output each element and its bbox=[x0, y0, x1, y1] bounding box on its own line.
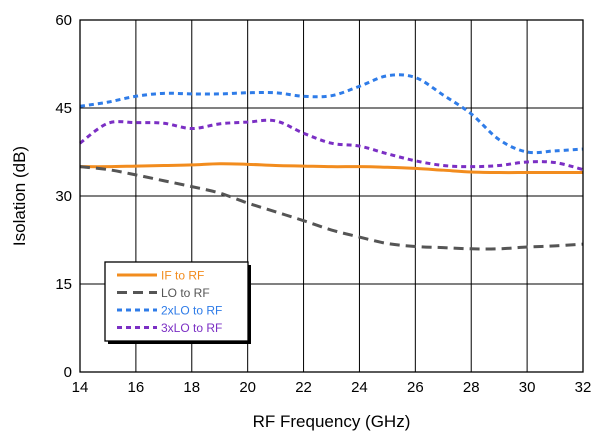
legend-label: 3xLO to RF bbox=[161, 321, 222, 335]
x-tick-label: 20 bbox=[239, 379, 256, 396]
plot-frame bbox=[79, 19, 584, 373]
x-tick-label: 32 bbox=[575, 379, 592, 396]
x-tick-label: 30 bbox=[519, 379, 536, 396]
y-tick-label: 45 bbox=[55, 100, 72, 117]
x-tick-label: 18 bbox=[183, 379, 200, 396]
legend-label: IF to RF bbox=[161, 269, 204, 283]
legend: IF to RF LO to RF 2xLO to RF 3xLO to RF bbox=[104, 261, 251, 344]
series-line-0 bbox=[79, 162, 583, 175]
y-tick-label: 0 bbox=[64, 364, 72, 381]
series-line-1 bbox=[79, 165, 584, 251]
x-tick-label: 16 bbox=[128, 379, 145, 396]
x-tick-label: 28 bbox=[463, 379, 480, 396]
y-tick-label: 60 bbox=[55, 12, 72, 29]
x-tick-label: 22 bbox=[295, 379, 312, 396]
x-tick-label: 14 bbox=[72, 379, 89, 396]
y-tick-label: 30 bbox=[55, 188, 72, 205]
series-lines bbox=[79, 73, 584, 251]
x-tick-label: 24 bbox=[351, 379, 368, 396]
series-line-3 bbox=[79, 118, 584, 172]
series-line-2 bbox=[79, 73, 584, 155]
x-axis-title: RF Frequency (GHz) bbox=[253, 412, 411, 431]
y-axis-title: Isolation (dB) bbox=[10, 146, 29, 246]
legend-label: LO to RF bbox=[161, 286, 210, 300]
legend-label: 2xLO to RF bbox=[161, 304, 222, 318]
y-tick-label: 15 bbox=[55, 276, 72, 293]
x-tick-label: 26 bbox=[407, 379, 424, 396]
tick-labels: 14 16 18 20 22 24 26 28 30 32 0 15 30 45 60 bbox=[55, 12, 591, 396]
